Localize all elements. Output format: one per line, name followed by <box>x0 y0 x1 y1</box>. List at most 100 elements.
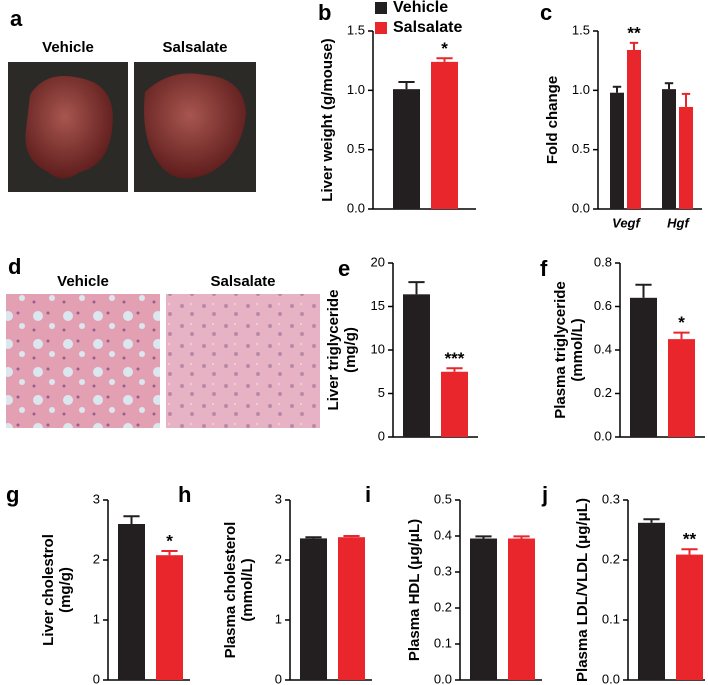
y-tick-label: 0.4 <box>594 341 612 356</box>
panel-letter: h <box>178 482 191 507</box>
y-axis-label: (mg/g) <box>342 327 359 373</box>
significance-label: ** <box>627 23 641 42</box>
panel-letter: f <box>540 256 548 281</box>
y-tick-label: 0 <box>378 428 385 443</box>
y-tick-label: 0.1 <box>602 611 620 626</box>
y-tick-label: 0.4 <box>434 527 452 542</box>
error-bar <box>408 281 425 295</box>
bar <box>441 371 468 437</box>
error-bar <box>681 92 691 107</box>
y-axis-label: Plasma HDL (μg/μL) <box>406 519 423 661</box>
y-axis-label: (mmol/L) <box>569 318 586 381</box>
bar <box>662 89 676 209</box>
y-tick-label: 3 <box>275 491 282 506</box>
y-tick-label: 1.5 <box>347 22 365 37</box>
bar <box>118 524 145 680</box>
legend-swatch <box>375 2 387 14</box>
panel-letter: g <box>6 482 19 507</box>
y-tick-label: 0.5 <box>572 141 590 156</box>
y-tick-label: 0.6 <box>594 298 612 313</box>
y-axis-label: Fold change <box>544 76 561 164</box>
y-axis-label: (mg/g) <box>57 567 74 613</box>
y-axis-label: Liver cholestrol <box>40 534 57 646</box>
image-caption: Salsalate <box>210 273 275 290</box>
y-tick-label: 0 <box>93 671 100 685</box>
error-bar <box>436 57 453 62</box>
y-tick-label: 0.3 <box>602 491 620 506</box>
y-tick-label: 0.2 <box>602 551 620 566</box>
y-tick-label: 0 <box>275 671 282 685</box>
bar <box>393 89 420 209</box>
significance-label: ** <box>683 530 697 549</box>
error-bar <box>475 535 492 539</box>
panel-letter: j <box>541 482 548 507</box>
bar <box>627 49 641 210</box>
histology-image <box>166 294 320 428</box>
y-tick-label: 2 <box>93 551 100 566</box>
error-bar <box>681 548 698 555</box>
liver-photo <box>8 62 128 192</box>
y-tick-label: 10 <box>371 341 385 356</box>
legend-label: Salsalate <box>393 19 462 36</box>
y-axis-label: (mmol/L) <box>239 558 256 621</box>
bar <box>668 339 695 437</box>
y-axis-label: Plasma triglyceride <box>552 281 569 419</box>
y-axis-label: Plasma LDL/VLDL (μg/μL) <box>574 498 591 682</box>
significance-label: * <box>166 531 173 550</box>
image-caption: Vehicle <box>42 39 94 56</box>
significance-label: * <box>678 313 685 332</box>
y-tick-label: 0.5 <box>347 141 365 156</box>
error-bar <box>612 85 622 93</box>
error-bar <box>664 82 674 90</box>
y-tick-label: 5 <box>378 385 385 400</box>
bar <box>610 92 624 209</box>
bar <box>470 538 497 680</box>
y-tick-label: 1.0 <box>347 82 365 97</box>
y-tick-label: 1.5 <box>572 22 590 37</box>
y-tick-label: 20 <box>371 254 385 269</box>
y-tick-label: 0.3 <box>434 563 452 578</box>
x-tick-label: Vegf <box>612 215 641 230</box>
panel-letter: b <box>318 0 331 25</box>
error-bar <box>305 536 322 539</box>
error-bar <box>161 550 178 556</box>
bar <box>156 555 183 680</box>
y-tick-label: 0.2 <box>594 385 612 400</box>
y-tick-label: 1.0 <box>572 82 590 97</box>
error-bar <box>446 367 463 372</box>
error-bar <box>513 535 530 539</box>
y-tick-label: 1 <box>93 611 100 626</box>
error-bar <box>673 331 690 340</box>
y-tick-label: 3 <box>93 491 100 506</box>
error-bar <box>123 515 140 524</box>
panel-letter: c <box>540 0 552 25</box>
legend-label: Vehicle <box>393 0 448 16</box>
x-tick-label: Hgf <box>667 215 690 230</box>
image-caption: Vehicle <box>57 273 109 290</box>
y-tick-label: 0.0 <box>347 200 365 215</box>
panel-letter: e <box>338 256 350 281</box>
panel-letter: a <box>10 6 23 31</box>
y-tick-label: 0.0 <box>434 671 452 685</box>
y-tick-label: 0.0 <box>602 671 620 685</box>
y-tick-label: 0.8 <box>594 254 612 269</box>
error-bar <box>398 81 415 90</box>
y-tick-label: 0.5 <box>434 491 452 506</box>
error-bar <box>643 518 660 523</box>
bar <box>508 538 535 680</box>
y-axis-label: Liver weight (g/mouse) <box>319 38 336 201</box>
histology-image <box>6 294 160 428</box>
bar <box>338 537 365 680</box>
bar <box>679 106 693 209</box>
y-tick-label: 0.1 <box>434 635 452 650</box>
error-bar <box>635 283 652 298</box>
significance-label: *** <box>445 349 465 368</box>
panel-letter: i <box>365 482 371 507</box>
bar <box>630 297 657 437</box>
y-tick-label: 0.2 <box>434 599 452 614</box>
legend-swatch <box>375 22 387 34</box>
y-axis-label: Liver triglyceride <box>325 290 342 411</box>
liver-photo <box>134 62 256 192</box>
panel-letter: d <box>8 254 21 279</box>
